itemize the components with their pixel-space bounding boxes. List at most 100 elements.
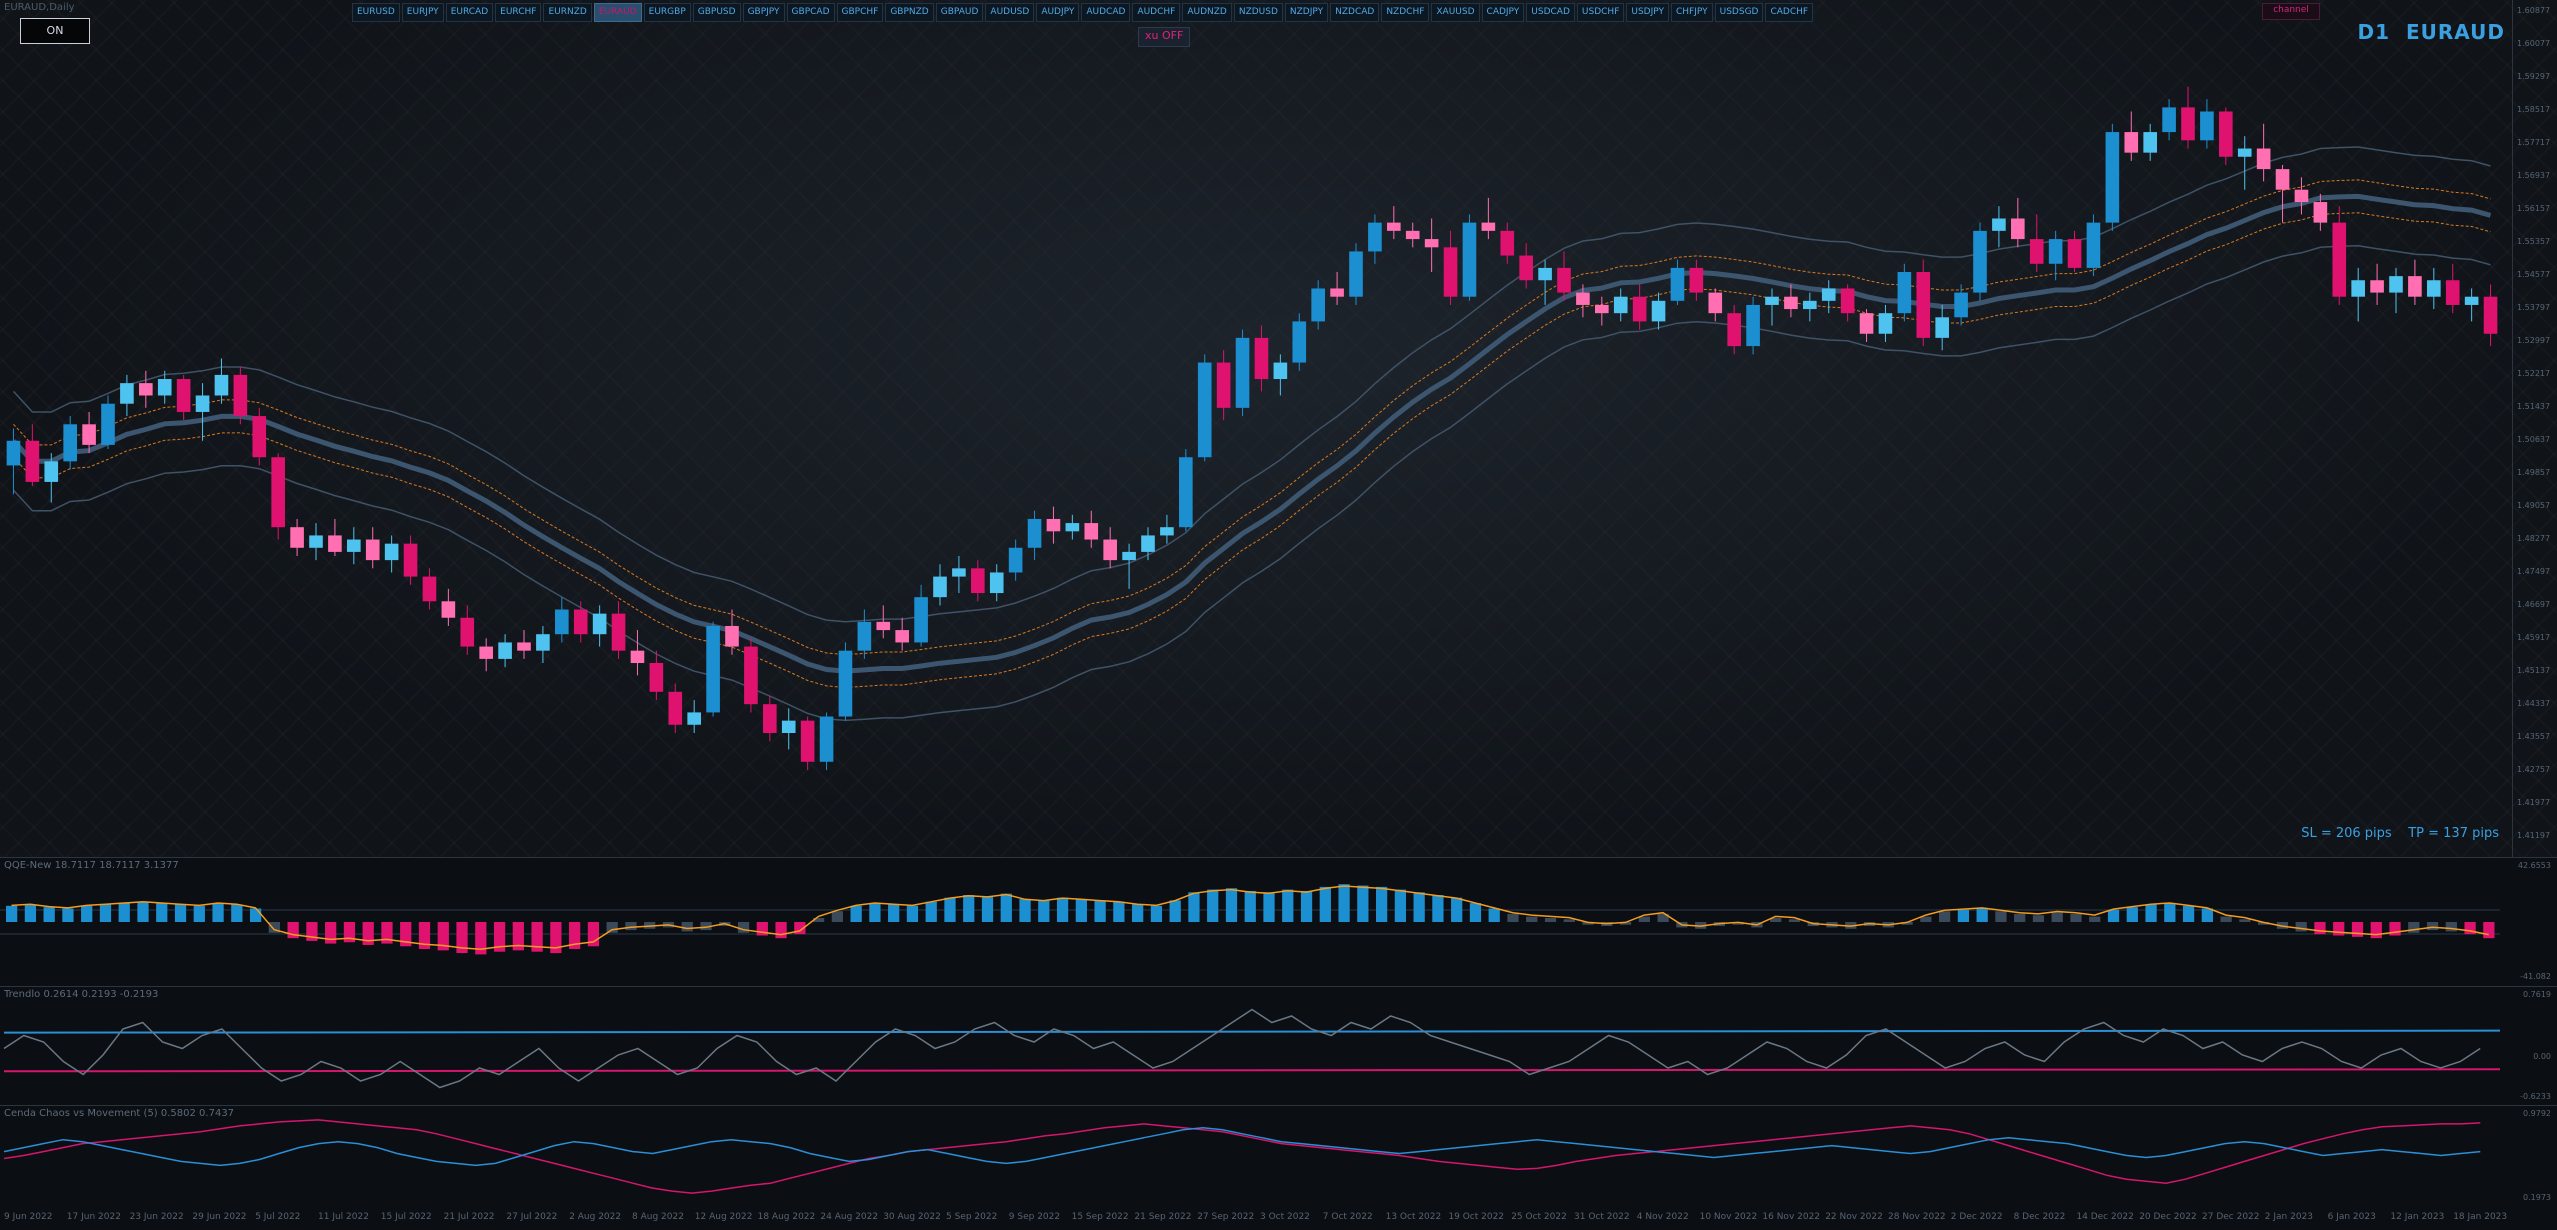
- candle-body: [403, 543, 418, 577]
- candle: [725, 609, 739, 655]
- symbol-button-nzdusd[interactable]: NZDUSD: [1233, 3, 1283, 22]
- candle: [195, 383, 210, 441]
- candle-body: [1519, 255, 1533, 281]
- price-chart[interactable]: [0, 0, 2557, 857]
- qqe-histogram-bar: [2107, 909, 2120, 922]
- candle-body: [2275, 169, 2290, 190]
- symbol-button-xauusd[interactable]: XAUUSD: [1431, 3, 1480, 22]
- trendlo-indicator-panel[interactable]: Trendlo 0.2614 0.2193 -0.2193 0.7619 0.0…: [0, 987, 2557, 1106]
- candle-body: [2313, 202, 2328, 223]
- symbol-button-gbpusd[interactable]: GBPUSD: [692, 3, 741, 22]
- qqe-chart: [0, 884, 2500, 955]
- qqe-histogram-bar: [550, 922, 562, 954]
- symbol-button-nzdcad[interactable]: NZDCAD: [1330, 3, 1380, 22]
- candle-body: [1708, 292, 1723, 314]
- price-axis-label: 1.43557: [2517, 732, 2551, 741]
- symbol-button-eurcad[interactable]: EURCAD: [445, 3, 494, 22]
- date-axis-label: 24 Aug 2022: [820, 1212, 879, 1222]
- channel-button[interactable]: channel: [2262, 3, 2320, 20]
- symbol-button-audcad[interactable]: AUDCAD: [1081, 3, 1131, 22]
- symbol-button-eurnzd[interactable]: EURNZD: [543, 3, 592, 22]
- candle: [328, 518, 342, 557]
- symbol-button-nzdjpy[interactable]: NZDJPY: [1284, 3, 1329, 22]
- symbol-button-gbpchf[interactable]: GBPCHF: [836, 3, 884, 22]
- symbol-button-cadchf[interactable]: CADCHF: [1765, 3, 1814, 22]
- qqe-histogram-bar: [606, 922, 618, 933]
- price-axis[interactable]: 1.60877 1.60077 1.59297 1.58517 1.57717 1.569…: [2512, 0, 2557, 857]
- qqe-histogram-bar: [418, 922, 431, 949]
- candle-body: [1765, 296, 1779, 305]
- qqe-histogram-bar: [944, 897, 956, 922]
- symbol-button-audchf[interactable]: AUDCHF: [1132, 3, 1181, 22]
- candle-body: [2332, 222, 2347, 297]
- qqe-histogram-bar: [1657, 913, 1669, 922]
- qqe-histogram-bar: [2258, 922, 2270, 925]
- symbol-button-euraud[interactable]: EURAUD: [593, 3, 642, 22]
- symbol-button-eurgbp[interactable]: EURGBP: [643, 3, 691, 22]
- symbol-button-nzdchf[interactable]: NZDCHF: [1381, 3, 1430, 22]
- qqe-histogram-bar: [1582, 922, 1594, 925]
- trendlo-upper-line: [3, 1029, 2501, 1034]
- qqe-histogram-bar: [1244, 890, 1256, 922]
- candle-body: [214, 374, 229, 396]
- qqe-histogram-bar: [1488, 908, 1500, 922]
- candle: [1859, 309, 1874, 342]
- symbol-button-eurchf[interactable]: EURCHF: [495, 3, 542, 22]
- candle: [2445, 263, 2460, 314]
- candle-body: [1500, 230, 1515, 256]
- symbol-button-usdsgd[interactable]: USDSGD: [1714, 3, 1764, 22]
- candle-body: [2105, 132, 2120, 223]
- candle: [649, 650, 664, 701]
- qqe-histogram-bar: [2483, 922, 2495, 939]
- main-chart-panel[interactable]: EURAUD,Daily ON EURUSD EURJPY EURCAD EURCHF…: [0, 0, 2557, 858]
- candle-body: [895, 630, 909, 643]
- qqe-histogram-bar: [2370, 922, 2382, 939]
- symbol-button-eurusd[interactable]: EURUSD: [352, 3, 400, 22]
- symbol-button-usdjpy[interactable]: USDJPY: [1626, 3, 1669, 22]
- symbol-button-usdchf[interactable]: USDCHF: [1576, 3, 1625, 22]
- price-axis-label: 1.49857: [2517, 468, 2551, 477]
- on-toggle-button[interactable]: ON: [20, 18, 90, 44]
- time-axis[interactable]: 9 Jun 2022 17 Jun 2022 23 Jun 2022 29 Jun 2…: [0, 1206, 2557, 1230]
- candle-body: [876, 621, 891, 631]
- candle-body: [1859, 313, 1874, 334]
- price-axis-label: 1.52997: [2517, 336, 2551, 345]
- symbol-button-audjpy[interactable]: AUDJPY: [1036, 3, 1080, 22]
- xu-toggle-button[interactable]: xu OFF: [1138, 27, 1191, 47]
- qqe-indicator-panel[interactable]: QQE-New 18.7117 18.7117 3.1377 42.6553 -…: [0, 858, 2557, 987]
- symbol-button-eurjpy[interactable]: EURJPY: [401, 3, 444, 22]
- symbol-button-gbpcad[interactable]: GBPCAD: [786, 3, 835, 22]
- symbol-button-gbpnzd[interactable]: GBPNZD: [885, 3, 934, 22]
- symbol-button-gbpjpy[interactable]: GBPJPY: [742, 3, 785, 22]
- symbol-button-usdcad[interactable]: USDCAD: [1526, 3, 1575, 22]
- qqe-histogram-bar: [249, 908, 262, 922]
- qqe-histogram-bar: [24, 904, 37, 922]
- channel-upper-inner: [13, 179, 2491, 656]
- candle-body: [989, 572, 1004, 594]
- qqe-histogram-bar: [1357, 885, 1369, 922]
- symbol-button-gbpaud[interactable]: GBPAUD: [935, 3, 984, 22]
- trendlo-axis-mid: 0.00: [2533, 1052, 2551, 1061]
- qqe-histogram-bar: [43, 907, 55, 922]
- qqe-histogram-bar: [2333, 922, 2345, 936]
- candle-body: [2143, 132, 2157, 153]
- candle-body: [2048, 239, 2063, 264]
- candle: [838, 642, 853, 721]
- candle-body: [441, 601, 456, 618]
- candle: [2389, 267, 2403, 314]
- symbol-button-chfjpy[interactable]: CHFJPY: [1671, 3, 1713, 22]
- chaos-indicator-panel[interactable]: Cenda Chaos vs Movement (5) 0.5802 0.743…: [0, 1106, 2557, 1207]
- candle: [2464, 288, 2479, 322]
- candle-body: [1935, 317, 1949, 338]
- symbol-button-audusd[interactable]: AUDUSD: [985, 3, 1035, 22]
- symbol-button-cadjpy[interactable]: CADJPY: [1481, 3, 1525, 22]
- qqe-histogram-bar: [1732, 922, 1744, 925]
- candle-body: [290, 527, 304, 548]
- symbol-button-audnzd[interactable]: AUDNZD: [1182, 3, 1232, 22]
- timeframe-label: D1: [2357, 20, 2391, 44]
- candle: [781, 708, 796, 750]
- candle-body: [2200, 111, 2214, 141]
- candle: [2483, 284, 2498, 347]
- candle: [2237, 136, 2252, 190]
- symbol-selector-bar: EURUSD EURJPY EURCAD EURCHF EURNZD EURAUD EURG…: [352, 3, 1815, 24]
